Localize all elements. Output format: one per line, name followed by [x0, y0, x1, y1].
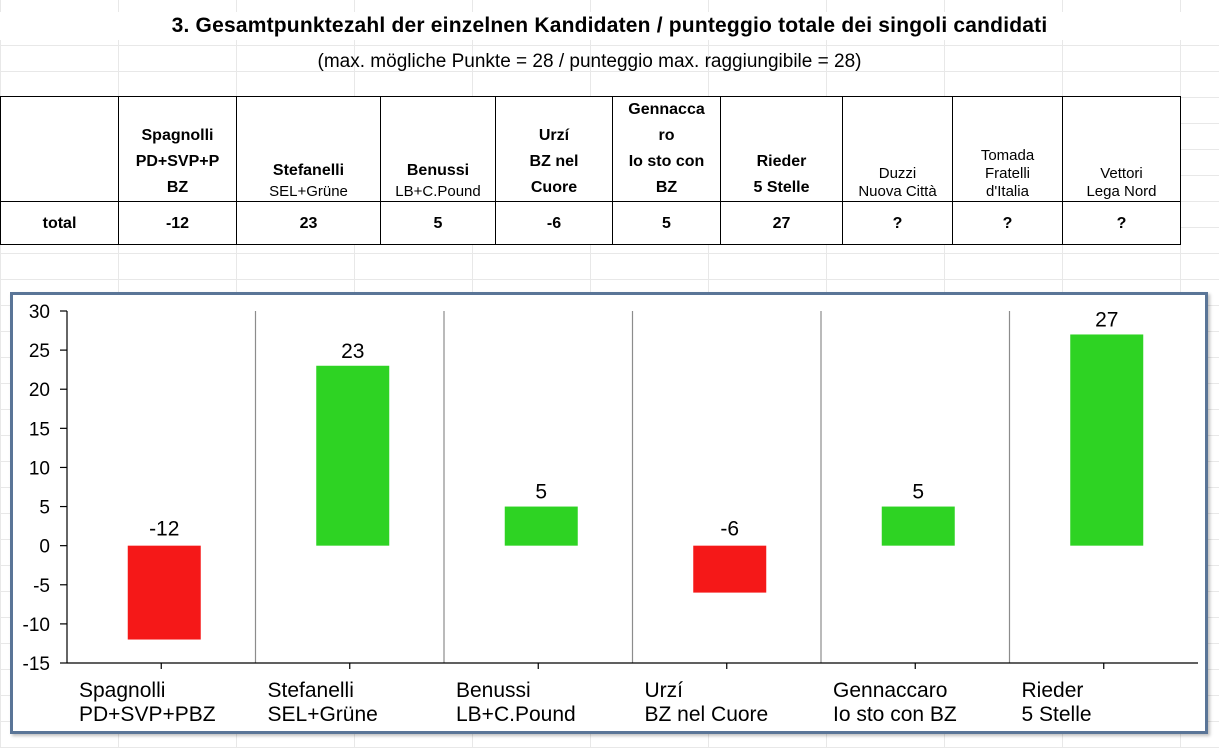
- row-label-total[interactable]: total: [0, 201, 119, 245]
- header-line: Gennacca: [628, 101, 705, 118]
- total-cell-stefanelli[interactable]: 23: [236, 201, 381, 245]
- page-subtitle: (max. mögliche Punkte = 28 / punteggio m…: [317, 51, 862, 72]
- y-tick-label: -10: [23, 615, 50, 636]
- total-cell-spagnolli[interactable]: -12: [118, 201, 237, 245]
- header-line: Urzí: [538, 127, 570, 144]
- header-line: ro: [658, 127, 675, 144]
- total-cell-vettori[interactable]: ?: [1062, 201, 1181, 245]
- data-label: -6: [720, 518, 739, 541]
- header-line: Io sto con: [628, 153, 705, 170]
- header-line: Cuore: [530, 179, 578, 196]
- y-tick-label: 10: [29, 458, 50, 479]
- header-line: BZ nel: [529, 153, 579, 170]
- header-cell-stefanelli[interactable]: Stefanelli SEL+Grüne: [236, 96, 381, 202]
- page-title: 3. Gesamtpunktezahl der einzelnen Kandid…: [0, 12, 1219, 40]
- header-corner-cell: [0, 96, 119, 202]
- data-label: 5: [535, 481, 547, 504]
- header-cell-benussi[interactable]: Benussi LB+C.Pound: [380, 96, 496, 202]
- x-category-label: LB+C.Pound: [456, 703, 576, 726]
- header-line: Vettori: [1100, 165, 1143, 182]
- bar: [1070, 334, 1144, 546]
- table-header-row: Spagnolli PD+SVP+P BZ Stefanelli SEL+Grü…: [0, 96, 1181, 202]
- header-line: PD+SVP+P: [135, 153, 220, 170]
- header-line: Spagnolli: [141, 127, 214, 144]
- total-cell-rieder[interactable]: 27: [720, 201, 843, 245]
- candidate-party: SEL+Grüne: [269, 183, 348, 200]
- bar: [693, 545, 767, 593]
- header-line: d'Italia: [986, 183, 1029, 200]
- x-category-label: Spagnolli: [79, 679, 165, 702]
- y-tick-label: 30: [29, 302, 50, 323]
- header-cell-spagnolli[interactable]: Spagnolli PD+SVP+P BZ: [118, 96, 237, 202]
- header-line: Fratelli: [984, 165, 1030, 182]
- y-tick-label: 5: [39, 498, 50, 519]
- total-cell-gennaccaro[interactable]: 5: [612, 201, 721, 245]
- header-line: Nuova Città: [858, 183, 937, 200]
- x-category-label: PD+SVP+PBZ: [79, 703, 216, 726]
- x-category-label: Rieder: [1022, 679, 1084, 702]
- y-tick-label: 15: [29, 419, 50, 440]
- header-cell-vettori[interactable]: Vettori Lega Nord: [1062, 96, 1181, 202]
- data-label: 27: [1095, 308, 1118, 331]
- bar: [881, 506, 955, 546]
- x-category-label: 5 Stelle: [1022, 703, 1092, 726]
- x-category-label: Benussi: [456, 679, 531, 702]
- bar-chart: 30 25 20 15 10 5 0 -5 -10 -15 -12 23 5 -6 5 27 Spagnolli…: [23, 302, 1198, 726]
- table-totals-row: total -12 23 5 -6 5 27 ? ? ?: [0, 201, 1181, 245]
- data-label: -12: [149, 518, 179, 541]
- bar: [504, 506, 578, 546]
- scores-table: Spagnolli PD+SVP+P BZ Stefanelli SEL+Grü…: [0, 96, 1181, 245]
- y-tick-label: 20: [29, 380, 50, 401]
- bar: [316, 365, 390, 546]
- header-cell-duzzi[interactable]: Duzzi Nuova Città: [842, 96, 953, 202]
- x-category-label: SEL+Grüne: [268, 703, 378, 726]
- header-line: BZ: [655, 179, 678, 196]
- total-cell-benussi[interactable]: 5: [380, 201, 496, 245]
- header-cell-urzi[interactable]: Urzí BZ nel Cuore: [495, 96, 613, 202]
- x-category-label: BZ nel Cuore: [645, 703, 769, 726]
- header-cell-tomada[interactable]: Tomada Fratelli d'Italia: [952, 96, 1063, 202]
- data-label: 23: [341, 340, 364, 363]
- total-cell-tomada[interactable]: ?: [952, 201, 1063, 245]
- header-line: Tomada: [980, 147, 1035, 164]
- candidate-name: Benussi: [406, 162, 470, 179]
- header-cell-rieder[interactable]: Rieder 5 Stelle: [720, 96, 843, 202]
- x-category-label: Gennaccaro: [833, 679, 947, 702]
- header-cell-gennaccaro[interactable]: Gennacca ro Io sto con BZ: [612, 96, 721, 202]
- bar: [127, 545, 201, 640]
- header-line: BZ: [166, 179, 189, 196]
- header-line: Rieder: [756, 153, 807, 170]
- chart-container[interactable]: 30 25 20 15 10 5 0 -5 -10 -15 -12 23 5 -6 5 27 Spagnolli…: [10, 292, 1208, 734]
- data-label: 5: [912, 481, 924, 504]
- y-tick-label: 0: [39, 537, 50, 558]
- total-cell-urzi[interactable]: -6: [495, 201, 613, 245]
- x-category-label: Urzí: [645, 679, 684, 702]
- candidate-name: Stefanelli: [272, 162, 345, 179]
- x-category-label: Stefanelli: [268, 679, 354, 702]
- candidate-party: LB+C.Pound: [395, 183, 481, 200]
- total-cell-duzzi[interactable]: ?: [842, 201, 953, 245]
- header-line: Lega Nord: [1086, 183, 1157, 200]
- header-line: 5 Stelle: [753, 179, 810, 196]
- header-line: Duzzi: [878, 165, 917, 182]
- y-tick-label: 25: [29, 341, 50, 362]
- y-tick-label: -15: [23, 654, 50, 675]
- x-category-label: Io sto con BZ: [833, 703, 957, 726]
- y-tick-label: -5: [33, 576, 50, 597]
